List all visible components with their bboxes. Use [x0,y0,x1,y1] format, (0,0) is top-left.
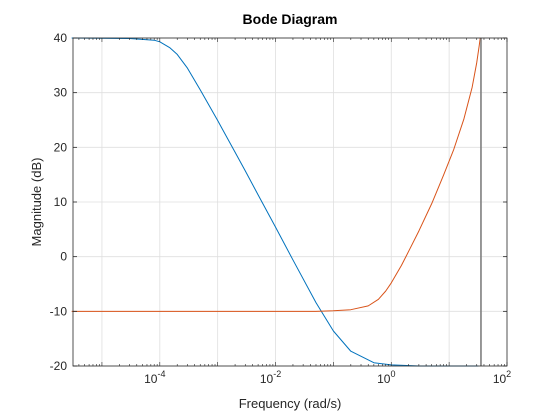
x-tick-base: 10 [493,372,507,386]
y-tick-label: 10 [54,195,68,209]
x-tick-exponent: -2 [273,369,281,379]
x-axis-label: Frequency (rad/s) [239,396,342,411]
x-tick-exponent: -4 [157,369,165,379]
x-tick-base: 10 [260,372,274,386]
x-tick-base: 10 [377,372,391,386]
y-tick-label: -20 [50,359,68,373]
x-tick-exponent: 0 [390,369,395,379]
tick-marks [73,37,508,367]
x-tick-label: 100 [377,369,395,386]
chart-title: Bode Diagram [243,11,338,27]
x-tick-label: 10-4 [144,369,165,386]
y-tick-label: -10 [50,304,68,318]
x-tick-label: 102 [493,369,511,386]
x-tick-base: 10 [144,372,158,386]
series-line-1 [71,37,479,367]
y-tick-label: 40 [54,31,68,45]
series-group [71,37,482,367]
y-tick-label: 0 [60,250,67,264]
series-line-2 [71,37,481,312]
x-tick-label: 10-2 [260,369,281,386]
y-tick-label: 30 [54,86,68,100]
y-tick-label: 20 [54,140,68,154]
x-tick-exponent: 2 [506,369,511,379]
y-axis-label: Magnitude (dB) [29,158,44,247]
